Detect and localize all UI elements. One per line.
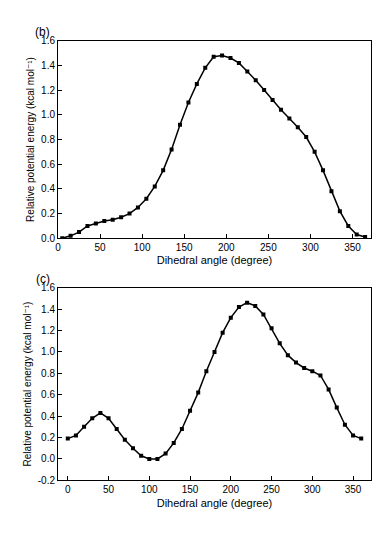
svg-text:0.6: 0.6 <box>41 389 55 400</box>
svg-text:1.0: 1.0 <box>41 109 55 120</box>
svg-text:1.0: 1.0 <box>41 346 55 357</box>
svg-text:1.6: 1.6 <box>41 282 55 293</box>
svg-text:0: 0 <box>55 242 61 253</box>
svg-text:350: 350 <box>345 484 362 495</box>
svg-text:0.0: 0.0 <box>41 453 55 464</box>
svg-text:300: 300 <box>304 484 321 495</box>
svg-text:0.8: 0.8 <box>41 368 55 379</box>
svg-text:150: 150 <box>176 242 193 253</box>
svg-text:1.6: 1.6 <box>41 35 55 46</box>
svg-text:0.4: 0.4 <box>41 411 55 422</box>
svg-text:350: 350 <box>344 242 361 253</box>
svg-text:(c): (c) <box>36 272 50 286</box>
svg-text:0: 0 <box>65 484 71 495</box>
svg-text:1.4: 1.4 <box>41 60 55 71</box>
svg-text:250: 250 <box>263 484 280 495</box>
svg-text:50: 50 <box>95 242 107 253</box>
svg-text:Dihedral angle (degree): Dihedral angle (degree) <box>157 497 273 509</box>
svg-text:-0.2: -0.2 <box>38 475 56 486</box>
svg-text:150: 150 <box>182 484 199 495</box>
svg-text:0.2: 0.2 <box>41 208 55 219</box>
svg-text:250: 250 <box>260 242 277 253</box>
svg-text:0.8: 0.8 <box>41 134 55 145</box>
svg-text:1.2: 1.2 <box>41 325 55 336</box>
svg-text:50: 50 <box>103 484 115 495</box>
svg-text:1.2: 1.2 <box>41 85 55 96</box>
svg-text:1.4: 1.4 <box>41 304 55 315</box>
svg-text:200: 200 <box>222 484 239 495</box>
svg-text:100: 100 <box>141 484 158 495</box>
svg-text:0.2: 0.2 <box>41 432 55 443</box>
svg-text:200: 200 <box>218 242 235 253</box>
svg-text:0.6: 0.6 <box>41 159 55 170</box>
svg-text:Relative potential energy (kca: Relative potential energy (kcal mol⁻¹) <box>22 302 33 467</box>
svg-text:(b): (b) <box>35 25 50 39</box>
svg-text:100: 100 <box>134 242 151 253</box>
svg-text:300: 300 <box>302 242 319 253</box>
svg-text:0.0: 0.0 <box>41 233 55 244</box>
svg-text:0.4: 0.4 <box>41 183 55 194</box>
svg-text:Relative potential energy (kca: Relative potential energy (kcal mol⁻¹) <box>25 57 36 222</box>
svg-text:Dihedral angle (degree): Dihedral angle (degree) <box>157 254 273 266</box>
